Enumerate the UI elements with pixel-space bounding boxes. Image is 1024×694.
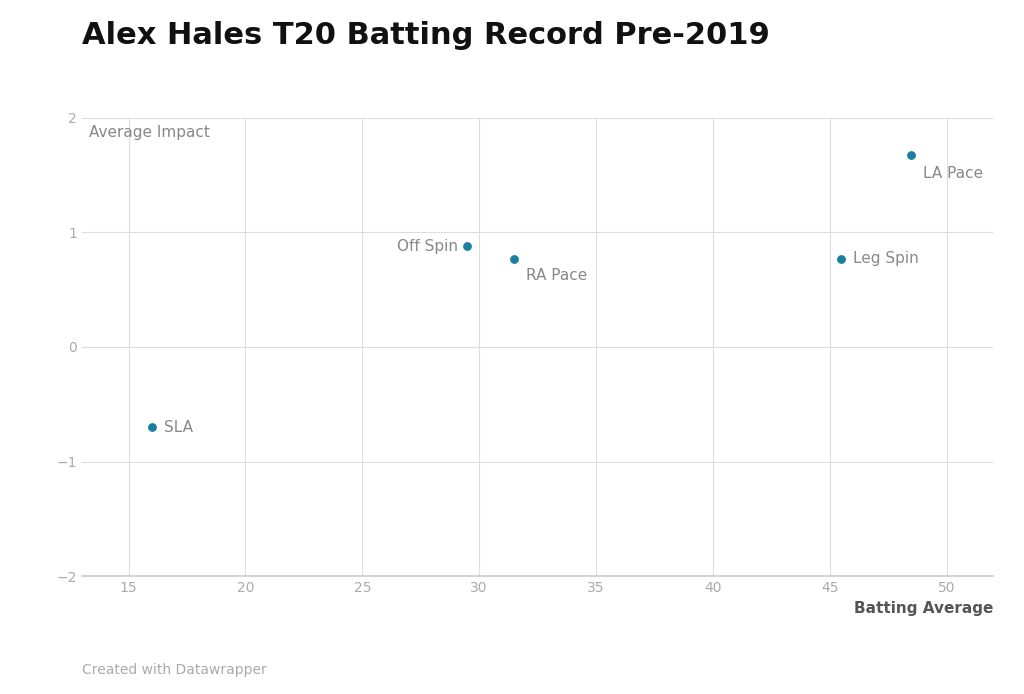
Point <box>506 253 522 264</box>
Text: LA Pace: LA Pace <box>924 166 983 181</box>
Text: SLA: SLA <box>164 420 193 434</box>
Text: RA Pace: RA Pace <box>526 268 587 283</box>
Text: Leg Spin: Leg Spin <box>853 251 919 266</box>
Point <box>143 421 160 433</box>
Text: Batting Average: Batting Average <box>854 601 993 616</box>
Text: Average Impact: Average Impact <box>89 125 210 140</box>
Point <box>460 241 476 252</box>
Text: Off Spin: Off Spin <box>397 239 458 254</box>
Point <box>903 149 920 160</box>
Text: Alex Hales T20 Batting Record Pre-2019: Alex Hales T20 Batting Record Pre-2019 <box>82 21 770 50</box>
Text: Created with Datawrapper: Created with Datawrapper <box>82 663 266 677</box>
Point <box>834 253 850 264</box>
